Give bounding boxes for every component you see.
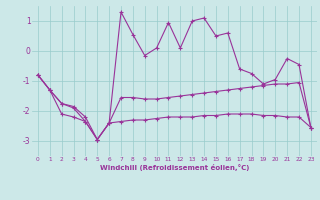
X-axis label: Windchill (Refroidissement éolien,°C): Windchill (Refroidissement éolien,°C) — [100, 164, 249, 171]
